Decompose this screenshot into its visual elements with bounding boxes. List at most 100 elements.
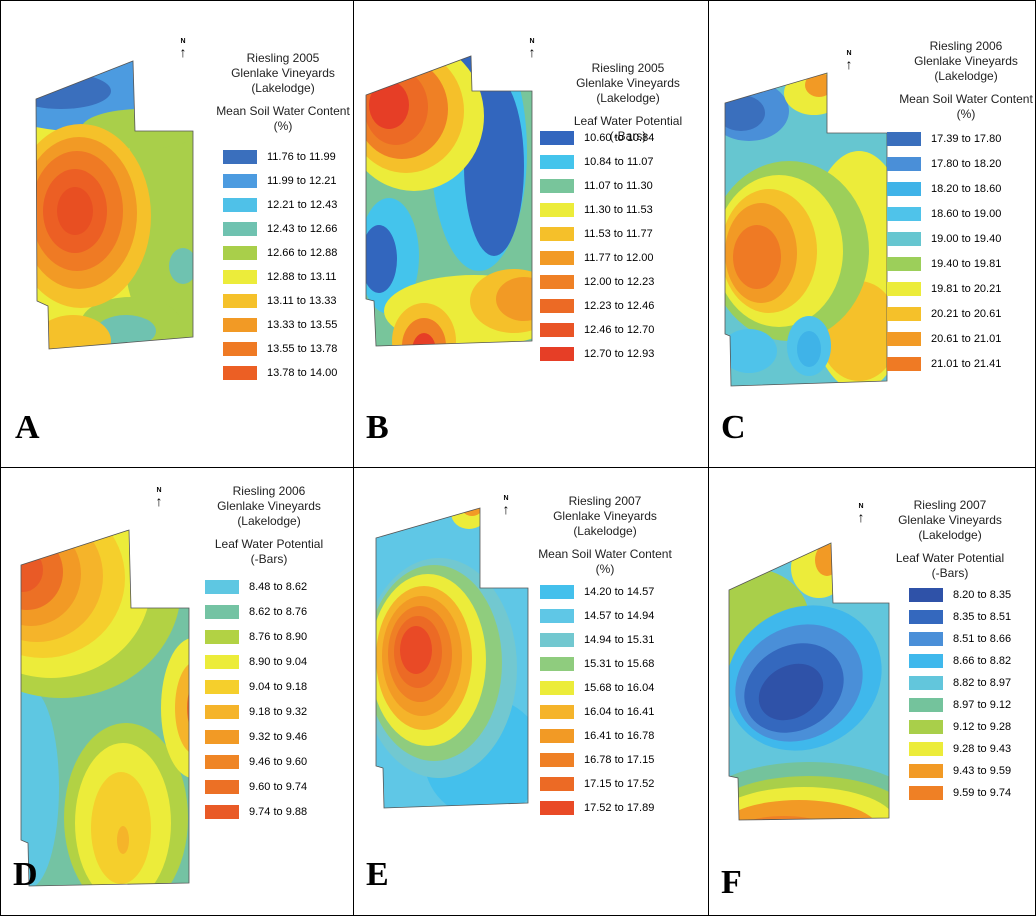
map-title-line: (Lakelodge): [596, 91, 660, 105]
legend-swatch: [540, 347, 574, 361]
legend: Riesling 2005 Glenlake Vineyards (Lakelodg…: [213, 51, 353, 134]
legend-label: 11.07 to 11.30: [584, 180, 653, 192]
legend-swatch: [909, 610, 943, 624]
panel-d: D N ↑ Riesling 2006 Glenlake Vineyards (Lakel…: [0, 467, 354, 916]
legend-title-line: (-Bars): [931, 566, 969, 580]
legend-swatch: [205, 605, 239, 619]
legend-swatch: [887, 357, 921, 371]
legend-swatch: [540, 777, 574, 791]
legend-label: 18.60 to 19.00: [931, 208, 1002, 220]
legend-title-line: Mean Soil Water Content: [899, 92, 1033, 106]
legend-label: 15.68 to 16.04: [584, 682, 655, 694]
map-title-line: Riesling 2006: [232, 484, 306, 498]
legend-label: 12.70 to 12.93: [584, 348, 655, 360]
north-arrow-glyph: ↑: [155, 493, 163, 509]
legend-label: 11.99 to 12.21: [267, 175, 337, 187]
legend-swatch: [205, 630, 239, 644]
legend-swatch: [540, 203, 574, 217]
legend-label: 11.76 to 11.99: [267, 151, 336, 163]
north-arrow-icon: N ↑: [177, 37, 189, 60]
legend-label: 16.78 to 17.15: [584, 754, 655, 766]
contour-map-d: [20, 529, 190, 887]
legend-label: 17.80 to 18.20: [931, 158, 1002, 170]
legend: Riesling 2006 Glenlake Vineyards (Lakelodg…: [201, 484, 337, 567]
legend-label: 13.55 to 13.78: [267, 343, 338, 355]
legend-label: 12.00 to 12.23: [584, 276, 655, 288]
legend: Riesling 2007 Glenlake Vineyards (Lakelodg…: [530, 494, 680, 577]
legend-label: 12.66 to 12.88: [267, 247, 338, 259]
legend-swatch: [887, 157, 921, 171]
legend-swatch: [205, 705, 239, 719]
legend-swatch: [205, 780, 239, 794]
panel-letter: E: [366, 856, 389, 893]
legend-label: 9.32 to 9.46: [249, 731, 308, 743]
legend-swatch: [540, 275, 574, 289]
panel-b: B N ↑ Riesling 2005 Glenlake Vineyards (Lakel…: [353, 0, 709, 468]
legend-label: 11.77 to 12.00: [584, 252, 654, 264]
legend-label: 17.15 to 17.52: [584, 778, 655, 790]
legend-title-line: (%): [273, 119, 293, 133]
legend-swatch: [223, 366, 257, 380]
legend-swatch: [223, 198, 257, 212]
legend-label: 9.60 to 9.74: [249, 781, 308, 793]
legend-label: 18.20 to 18.60: [931, 183, 1002, 195]
legend-swatch: [205, 755, 239, 769]
legend-swatch: [223, 246, 257, 260]
legend-label: 8.97 to 9.12: [953, 699, 1012, 711]
map-title-line: Glenlake Vineyards: [914, 54, 1018, 68]
legend-swatch: [205, 805, 239, 819]
legend-swatch: [223, 174, 257, 188]
north-arrow-glyph: ↑: [179, 44, 187, 60]
legend-label: 16.04 to 16.41: [584, 706, 655, 718]
legend-swatch: [540, 657, 574, 671]
legend-swatch: [887, 182, 921, 196]
legend-label: 19.81 to 20.21: [931, 283, 1002, 295]
legend-title-line: Leaf Water Potential: [895, 551, 1005, 565]
legend-swatch: [540, 155, 574, 169]
legend-label: 9.74 to 9.88: [249, 806, 308, 818]
legend-swatch: [540, 585, 574, 599]
legend-label: 16.41 to 16.78: [584, 730, 655, 742]
legend-swatch: [909, 588, 943, 602]
legend-label: 10.84 to 11.07: [584, 156, 654, 168]
legend-swatch: [540, 729, 574, 743]
legend-swatch: [540, 633, 574, 647]
map-title-line: Riesling 2007: [568, 494, 642, 508]
legend-label: 9.28 to 9.43: [953, 743, 1012, 755]
north-arrow-glyph: ↑: [857, 509, 865, 525]
legend-swatch: [887, 282, 921, 296]
map-title-line: Glenlake Vineyards: [553, 509, 657, 523]
legend-swatch: [223, 150, 257, 164]
legend-swatch: [540, 227, 574, 241]
map-title-line: (Lakelodge): [237, 514, 301, 528]
legend-swatch: [909, 632, 943, 646]
legend-label: 13.11 to 13.33: [267, 295, 337, 307]
panel-a: A N ↑ Riesling 2005 Glenlake Vineyards (Lakel…: [0, 0, 354, 468]
legend-swatch: [887, 307, 921, 321]
legend-swatch: [540, 179, 574, 193]
map-title-line: (Lakelodge): [918, 528, 982, 542]
legend-label: 13.33 to 13.55: [267, 319, 338, 331]
legend-swatch: [909, 764, 943, 778]
legend-swatch: [540, 609, 574, 623]
legend-label: 13.78 to 14.00: [267, 367, 338, 379]
legend-swatch: [909, 742, 943, 756]
legend-swatch: [540, 131, 574, 145]
north-arrow-icon: N ↑: [153, 486, 165, 509]
legend: Riesling 2005 Glenlake Vineyards (Lakelodg…: [558, 61, 698, 144]
legend-label: 12.21 to 12.43: [267, 199, 338, 211]
legend-swatch: [223, 222, 257, 236]
legend-swatch: [540, 801, 574, 815]
legend-swatch: [909, 720, 943, 734]
map-title-line: Riesling 2007: [913, 498, 987, 512]
legend-label: 8.76 to 8.90: [249, 631, 308, 643]
legend-label: 9.12 to 9.28: [953, 721, 1012, 733]
north-label: N: [529, 38, 535, 45]
legend-label: 8.48 to 8.62: [249, 581, 308, 593]
north-arrow-glyph: ↑: [845, 56, 853, 72]
north-arrow-glyph: ↑: [528, 44, 536, 60]
legend-title-line: Leaf Water Potential: [573, 114, 683, 128]
contour-map-f: [728, 542, 890, 821]
panel-letter: C: [721, 409, 746, 446]
